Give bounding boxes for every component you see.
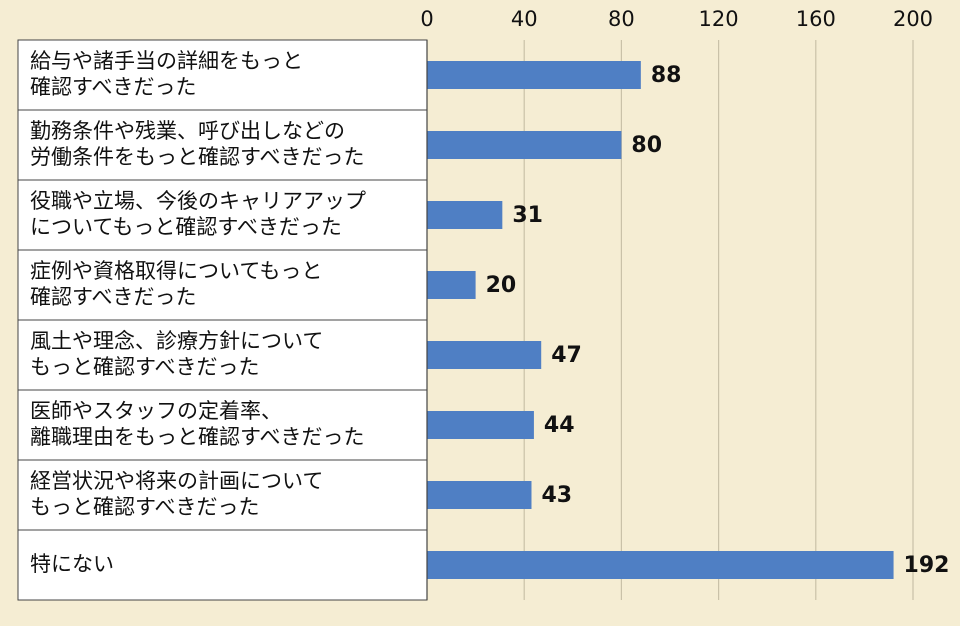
bar [427,201,503,229]
category-label: 症例や資格取得についてもっと [30,259,322,283]
bar-value-label: 44 [544,413,575,438]
bar-value-label: 43 [541,483,572,508]
x-tick-label: 120 [699,7,739,31]
bar-value-label: 192 [904,553,950,578]
bar [427,411,534,439]
x-tick-label: 80 [608,7,635,31]
category-label: もっと確認すべきだった [30,495,260,519]
bar [427,131,622,159]
bars [427,61,894,579]
category-label: 給与や諸手当の詳細をもっと [30,49,303,73]
bar [427,481,532,509]
x-tick-label: 0 [420,7,433,31]
category-label: 労働条件をもっと確認すべきだった [30,145,365,169]
category-label: もっと確認すべきだった [30,355,260,379]
category-label: 経営状況や将来の計画について [30,469,323,493]
category-label: 確認すべきだった [30,285,197,309]
bar [427,271,476,299]
bar-value-label: 47 [551,343,582,368]
x-axis-tick-labels: 0 40 80 120 160 200 [420,7,933,31]
bar-value-label: 20 [486,273,517,298]
bar-value-label: 31 [512,203,543,228]
x-tick-label: 200 [893,7,933,31]
category-label-panel: 給与や諸手当の詳細をもっと確認すべきだった勤務条件や残業、呼び出しなどの労働条件… [17,39,428,601]
bar [427,341,542,369]
category-label: 確認すべきだった [30,75,197,99]
category-label: 勤務条件や残業、呼び出しなどの [30,119,345,143]
category-label: についてもっと確認すべきだった [30,215,342,239]
category-label: 役職や立場、今後のキャリアアップ [30,189,366,213]
x-tick-label: 160 [796,7,836,31]
bar [427,551,894,579]
bar-value-label: 80 [631,133,662,158]
x-tick-label: 40 [511,7,538,31]
bar [427,61,641,89]
category-label: 風土や理念、診療方針について [30,329,323,353]
category-label: 特にない [30,552,114,576]
category-label: 医師やスタッフの定着率、 [30,399,282,423]
category-label: 離職理由をもっと確認すべきだった [30,425,365,449]
bar-value-label: 88 [651,63,682,88]
data-labels: 88 80 31 20 47 44 43 192 [486,63,950,578]
